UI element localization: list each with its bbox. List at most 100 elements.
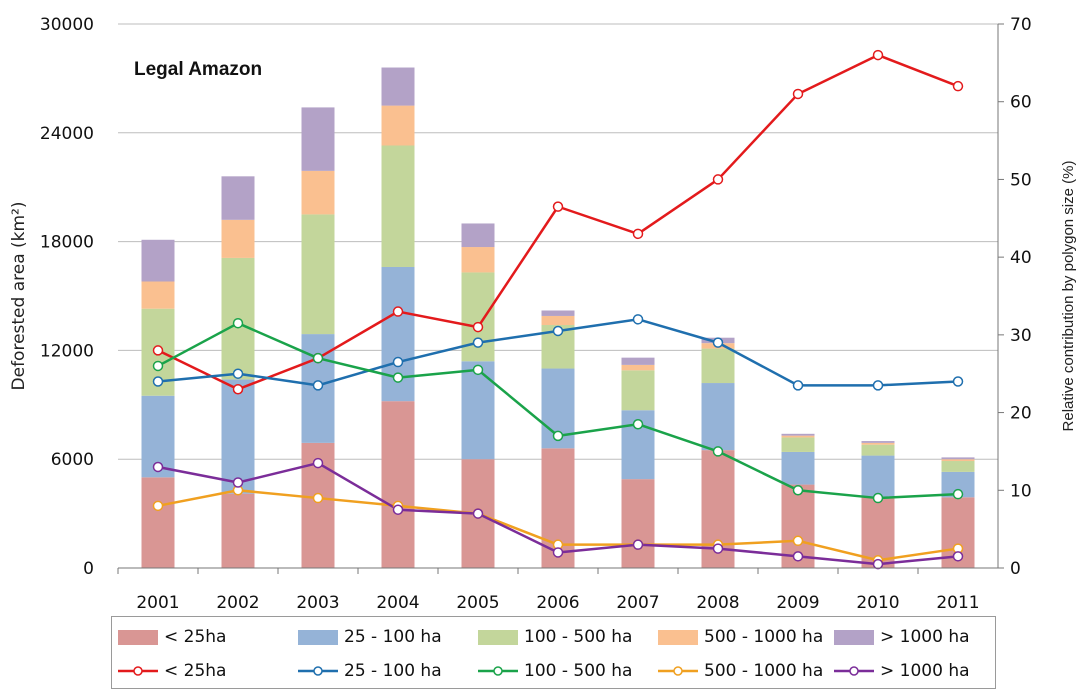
series-point xyxy=(552,547,564,558)
bar-segment xyxy=(861,444,895,456)
series-point xyxy=(392,372,404,383)
legend-swatch xyxy=(298,629,338,645)
series-point xyxy=(232,477,244,488)
grid xyxy=(118,23,998,460)
bar-segment xyxy=(781,433,815,436)
legend-swatch xyxy=(658,629,698,645)
series-point xyxy=(632,539,644,550)
legend-line-marker xyxy=(118,666,158,676)
series-point xyxy=(152,360,164,372)
bar-segment xyxy=(941,459,975,462)
bar-segment xyxy=(461,223,495,248)
legend-label: 500 - 1000 ha xyxy=(704,661,824,681)
y-tick-label: 24000 xyxy=(40,124,94,144)
series-point xyxy=(232,317,244,329)
series-point xyxy=(312,492,324,504)
x-tick-label: 2003 xyxy=(296,593,339,613)
lines xyxy=(152,49,964,570)
legend-label: < 25ha xyxy=(164,627,227,647)
series-point xyxy=(472,508,484,519)
series-point xyxy=(712,543,724,554)
legend-label: 100 - 500 ha xyxy=(524,661,633,681)
series-point xyxy=(792,88,804,100)
legend: < 25ha 25 - 100 ha 100 - 500 ha 500 - 10… xyxy=(111,616,996,689)
series-point xyxy=(872,380,884,391)
series-point xyxy=(792,380,804,391)
bar-segment xyxy=(301,214,335,335)
legend-label: > 1000 ha xyxy=(880,627,970,647)
legend-label: 25 - 100 ha xyxy=(344,661,442,681)
series-point xyxy=(392,306,404,317)
series-point xyxy=(552,201,564,212)
legend-label: 100 - 500 ha xyxy=(524,627,633,647)
legend-line-marker xyxy=(834,666,874,676)
legend-bar-2: 100 - 500 ha xyxy=(478,627,632,647)
series-point xyxy=(632,228,644,240)
legend-swatch xyxy=(478,629,518,645)
bar-segment xyxy=(141,281,175,309)
series-point xyxy=(632,314,644,325)
y2-tick-label: 40 xyxy=(1010,248,1032,268)
series-point xyxy=(952,551,964,562)
legend-line-3: 500 - 1000 ha xyxy=(658,661,823,681)
bar-segment xyxy=(141,239,175,282)
bar-segment xyxy=(781,451,815,485)
series-point xyxy=(952,376,964,387)
legend-line-4: > 1000 ha xyxy=(834,661,970,681)
bar-segment xyxy=(941,457,975,460)
series-point xyxy=(312,457,324,469)
bar-segment xyxy=(301,170,335,215)
series-point xyxy=(472,337,484,348)
series-point xyxy=(792,485,804,496)
bar-segment xyxy=(701,383,735,451)
x-tick-label: 2005 xyxy=(456,593,499,613)
series-point xyxy=(152,345,164,356)
y2-tick-label: 20 xyxy=(1010,404,1032,424)
y-tick-label: 18000 xyxy=(40,233,94,253)
bar-segment xyxy=(381,145,415,267)
series-point xyxy=(792,551,804,562)
bar-segment xyxy=(221,176,255,220)
x-tick-label: 2002 xyxy=(216,593,259,613)
bar-segment xyxy=(301,107,335,171)
legend-label: > 1000 ha xyxy=(880,661,970,681)
y-tick-label: 30000 xyxy=(40,15,94,35)
series-point xyxy=(712,174,724,185)
series-point xyxy=(152,500,164,512)
x-tick-label: 2006 xyxy=(536,593,579,613)
x-tick-label: 2010 xyxy=(856,593,899,613)
legend-swatch xyxy=(834,629,874,645)
legend-line-1: 25 - 100 ha xyxy=(298,661,442,681)
bar-segment xyxy=(541,310,575,316)
bar-segment xyxy=(941,461,975,472)
series-point xyxy=(872,558,884,570)
series-point xyxy=(232,384,244,395)
x-tick-label: 2009 xyxy=(776,593,819,613)
legend-line-0: < 25ha xyxy=(118,661,226,681)
bar-segment xyxy=(701,348,735,384)
y2-tick-label: 30 xyxy=(1010,326,1032,346)
series-point xyxy=(152,376,164,387)
legend-label: 500 - 1000 ha xyxy=(704,627,824,647)
x-tick-label: 2001 xyxy=(136,593,179,613)
series-point xyxy=(792,535,804,547)
series-point xyxy=(632,418,644,430)
y2-tick-labels: 0 10 20 30 40 50 60 70 xyxy=(998,15,1032,579)
bar-segment xyxy=(141,477,175,568)
y-axis-label: Deforested area (km²) xyxy=(9,202,29,391)
series-point xyxy=(472,321,484,333)
chart-title: Legal Amazon xyxy=(134,59,262,80)
legend-bar-4: > 1000 ha xyxy=(834,627,970,647)
x-tick-label: 2004 xyxy=(376,593,419,613)
series-point xyxy=(232,368,244,379)
series-point xyxy=(472,364,484,376)
series-point xyxy=(712,337,724,348)
x-tick-label: 2008 xyxy=(696,593,739,613)
bar-segment xyxy=(461,361,495,460)
legend-swatch xyxy=(118,629,158,645)
bar-segment xyxy=(221,379,255,494)
legend-line-marker xyxy=(658,666,698,676)
series-point xyxy=(952,80,964,92)
legend-line-marker xyxy=(298,666,338,676)
